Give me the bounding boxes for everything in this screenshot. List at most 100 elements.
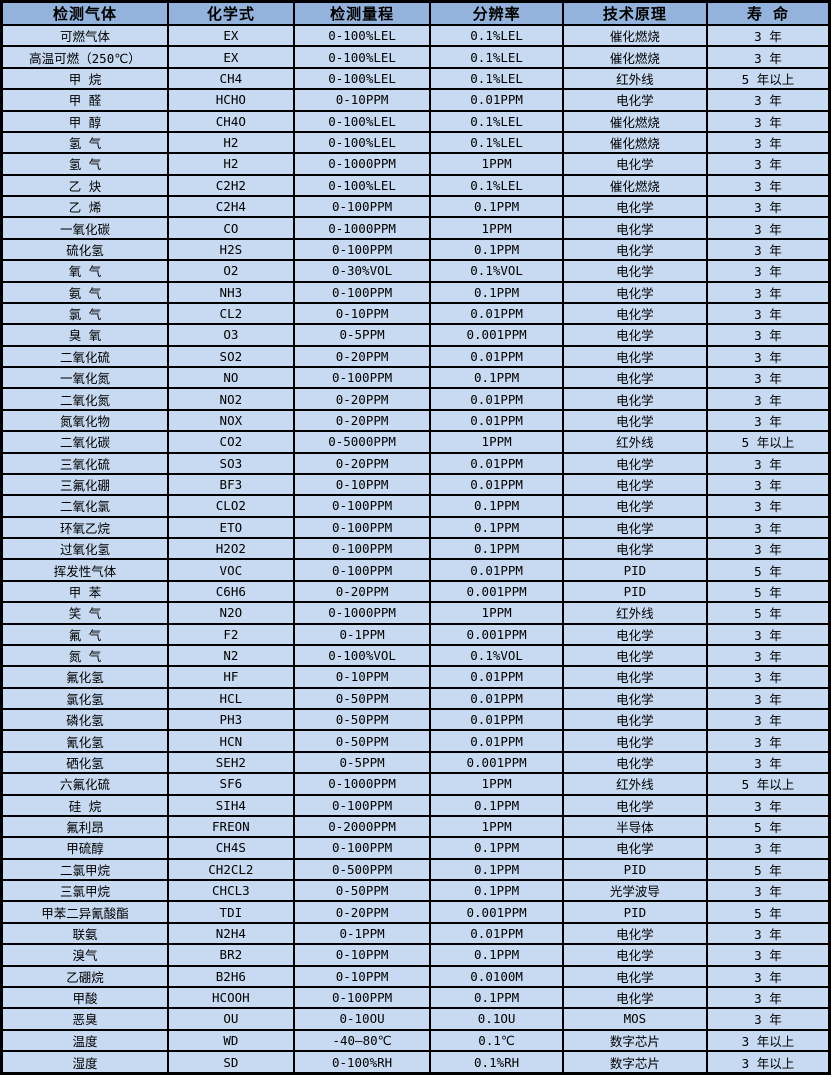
table-row: 甲酸 HCOOH 0-100PPM 0.1PPM 电化学 3 年	[0, 985, 831, 1010]
cell-resolution: 0.1%LEL	[429, 173, 564, 198]
cell-range: 0-50PPM	[292, 729, 432, 753]
cell-resolution: 0.01PPM	[429, 558, 564, 582]
cell-formula: CHCL3	[166, 878, 295, 903]
table-row: 三氟化硼 BF3 0-10PPM 0.01PPM 电化学 3 年	[0, 472, 831, 497]
cell-resolution: 0.01PPM	[429, 729, 564, 753]
cell-lifespan: 3 年	[705, 344, 831, 369]
cell-principle: 催化燃烧	[561, 173, 708, 198]
cell-range: 0-10PPM	[292, 943, 432, 967]
cell-lifespan: 3 年	[705, 686, 831, 711]
cell-resolution: 0.01PPM	[429, 472, 564, 497]
column-header-resolution: 分辨率	[429, 0, 564, 26]
table-row: 一氧化氮 NO 0-100PPM 0.1PPM 电化学 3 年	[0, 365, 831, 390]
cell-gas: 甲 醛	[0, 88, 169, 112]
cell-lifespan: 5 年	[705, 601, 831, 625]
cell-lifespan: 3 年	[705, 985, 831, 1010]
cell-range: 0-100PPM	[292, 194, 432, 219]
table-row: 甲 苯 C6H6 0-20PPM 0.001PPM PID 5 年	[0, 579, 831, 604]
cell-lifespan: 5 年以上	[705, 66, 831, 91]
table-row: 甲硫醇 CH4S 0-100PPM 0.1PPM 电化学 3 年	[0, 836, 831, 860]
cell-gas: 氢 气	[0, 152, 169, 176]
cell-range: 0-100PPM	[292, 558, 432, 582]
cell-formula: NH3	[166, 280, 295, 304]
table-row: 硫化氢 H2S 0-100PPM 0.1PPM 电化学 3 年	[0, 237, 831, 262]
cell-formula: N2	[166, 643, 295, 668]
cell-principle: 电化学	[561, 494, 708, 518]
cell-resolution: 1PPM	[429, 601, 564, 625]
cell-formula: OU	[166, 1007, 295, 1031]
cell-principle: 电化学	[561, 943, 708, 967]
cell-resolution: 0.1PPM	[429, 194, 564, 219]
cell-formula: SEH2	[166, 750, 295, 775]
cell-lifespan: 3 年	[705, 622, 831, 646]
cell-principle: 电化学	[561, 323, 708, 347]
cell-principle: 催化燃烧	[561, 45, 708, 69]
cell-gas: 磷化氢	[0, 707, 169, 732]
cell-range: 0-5PPM	[292, 750, 432, 775]
cell-gas: 氯 气	[0, 301, 169, 326]
table-body: 可燃气体 EX 0-100%LEL 0.1%LEL 催化燃烧 3 年高温可燃（250℃） E…	[0, 23, 831, 1075]
cell-resolution: 0.1%VOL	[429, 643, 564, 668]
cell-lifespan: 3 年	[705, 1007, 831, 1031]
table-row: 乙 烯 C2H4 0-100PPM 0.1PPM 电化学 3 年	[0, 194, 831, 219]
cell-lifespan: 3 年	[705, 109, 831, 133]
cell-resolution: 0.1PPM	[429, 365, 564, 390]
cell-range: 0-10PPM	[292, 88, 432, 112]
cell-resolution: 0.1℃	[429, 1028, 564, 1053]
cell-gas: 甲苯二异氰酸酯	[0, 900, 169, 924]
cell-principle: 电化学	[561, 259, 708, 283]
cell-formula: HF	[166, 665, 295, 689]
cell-gas: 硒化氢	[0, 750, 169, 775]
table-row: 三氧化硫 SO3 0-20PPM 0.01PPM 电化学 3 年	[0, 451, 831, 475]
cell-formula: C2H2	[166, 173, 295, 198]
cell-formula: BF3	[166, 472, 295, 497]
cell-resolution: 0.1PPM	[429, 536, 564, 561]
cell-resolution: 0.1OU	[429, 1007, 564, 1031]
cell-formula: HCN	[166, 729, 295, 753]
cell-gas: 过氧化氢	[0, 536, 169, 561]
cell-lifespan: 5 年	[705, 558, 831, 582]
table-row: 硅 烷 SIH4 0-100PPM 0.1PPM 电化学 3 年	[0, 793, 831, 817]
cell-lifespan: 3 年	[705, 173, 831, 198]
cell-principle: 电化学	[561, 301, 708, 326]
table-row: 二氯甲烷 CH2CL2 0-500PPM 0.1PPM PID 5 年	[0, 857, 831, 882]
table-row: 氧 气 O2 0-30%VOL 0.1%VOL 电化学 3 年	[0, 259, 831, 283]
cell-gas: 六氟化硫	[0, 772, 169, 796]
cell-range: 0-100PPM	[292, 793, 432, 817]
cell-lifespan: 5 年	[705, 857, 831, 882]
cell-principle: PID	[561, 579, 708, 604]
cell-formula: B2H6	[166, 964, 295, 988]
cell-gas: 氯化氢	[0, 686, 169, 711]
cell-gas: 挥发性气体	[0, 558, 169, 582]
cell-resolution: 0.1PPM	[429, 793, 564, 817]
cell-formula: TDI	[166, 900, 295, 924]
cell-lifespan: 3 年	[705, 494, 831, 518]
table-row: 氢 气 H2 0-1000PPM 1PPM 电化学 3 年	[0, 152, 831, 176]
cell-resolution: 0.1PPM	[429, 878, 564, 903]
cell-formula: NO2	[166, 387, 295, 411]
cell-range: 0-100PPM	[292, 365, 432, 390]
cell-principle: 数字芯片	[561, 1050, 708, 1075]
cell-range: 0-100%LEL	[292, 23, 432, 48]
cell-principle: 电化学	[561, 152, 708, 176]
cell-formula: CO2	[166, 430, 295, 454]
cell-resolution: 0.001PPM	[429, 900, 564, 924]
cell-resolution: 0.1%LEL	[429, 130, 564, 155]
cell-range: 0-500PPM	[292, 857, 432, 882]
cell-principle: 电化学	[561, 194, 708, 219]
cell-principle: 红外线	[561, 66, 708, 91]
cell-gas: 甲 苯	[0, 579, 169, 604]
cell-lifespan: 3 年	[705, 643, 831, 668]
table-row: 氰化氢 HCN 0-50PPM 0.01PPM 电化学 3 年	[0, 729, 831, 753]
cell-gas: 乙硼烷	[0, 964, 169, 988]
cell-range: 0-1000PPM	[292, 152, 432, 176]
cell-principle: 电化学	[561, 237, 708, 262]
header-row: 检测气体 化学式 检测量程 分辨率 技术原理寿 命	[0, 0, 831, 26]
cell-lifespan: 5 年以上	[705, 430, 831, 454]
cell-gas: 二氧化氯	[0, 494, 169, 518]
cell-principle: 电化学	[561, 280, 708, 304]
cell-formula: BR2	[166, 943, 295, 967]
cell-range: 0-100PPM	[292, 237, 432, 262]
cell-lifespan: 3 年	[705, 536, 831, 561]
cell-lifespan: 3 年	[705, 836, 831, 860]
